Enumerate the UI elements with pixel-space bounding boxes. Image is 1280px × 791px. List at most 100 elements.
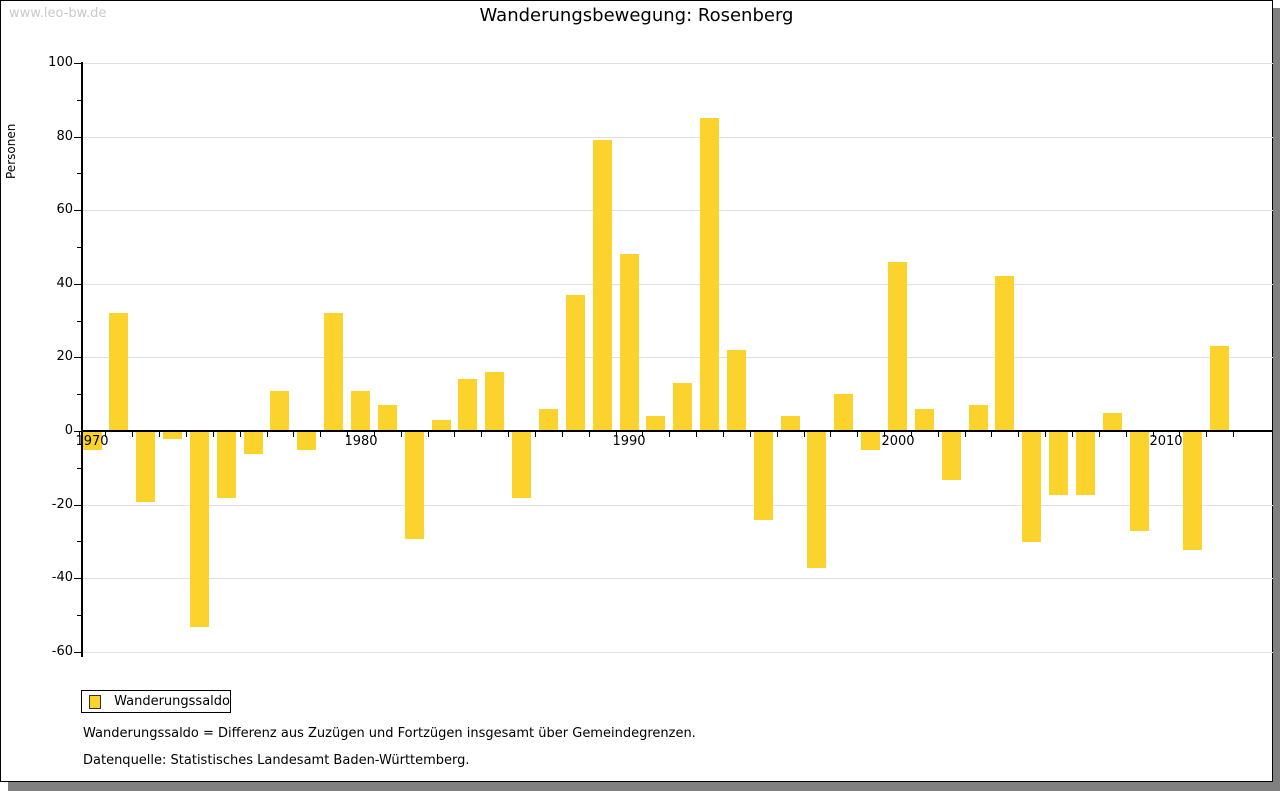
- gridline-100: [81, 63, 1273, 64]
- bar-1981: [378, 405, 397, 431]
- page-shadow-bottom: [8, 782, 1273, 791]
- footnote-source: Datenquelle: Statistisches Landesamt Bad…: [83, 753, 470, 768]
- bar-1983: [432, 420, 451, 431]
- bar-2012: [1210, 346, 1229, 431]
- x-tick-9: [320, 432, 321, 437]
- x-tick-label-1990: 1990: [612, 434, 646, 449]
- x-tick-7: [267, 432, 268, 437]
- legend-box: Wanderungssaldo: [81, 690, 231, 713]
- bar-1998: [834, 394, 853, 431]
- y-tick-10: [77, 394, 81, 395]
- bar-1977: [270, 391, 289, 431]
- x-tick-8: [293, 432, 294, 437]
- x-tick-24: [723, 432, 724, 437]
- x-tick-0: [79, 432, 80, 437]
- y-tick-0: [74, 431, 81, 432]
- y-axis-label: Personen: [4, 123, 18, 179]
- y-tick-30: [77, 321, 81, 322]
- x-tick-12: [401, 432, 402, 437]
- bar-2008: [1103, 413, 1122, 431]
- x-tick-38: [1099, 432, 1100, 437]
- x-tick-10: [347, 432, 348, 437]
- y-tick-label--60: -60: [51, 644, 73, 659]
- x-tick-27: [804, 432, 805, 437]
- bar-1991: [646, 416, 665, 431]
- bar-1984: [458, 379, 477, 431]
- bar-2000: [888, 262, 907, 431]
- x-tick-30: [884, 432, 885, 437]
- bar-1985: [485, 372, 504, 431]
- x-tick-37: [1072, 432, 1073, 437]
- x-tick-15: [481, 432, 482, 437]
- gridline-60: [81, 210, 1273, 211]
- x-tick-label-1980: 1980: [344, 434, 378, 449]
- y-tick-label-60: 60: [56, 202, 73, 217]
- bar-1993: [700, 118, 719, 431]
- x-tick-1: [105, 432, 106, 437]
- bar-1972: [136, 432, 155, 502]
- gridline--20: [81, 505, 1273, 506]
- x-tick-16: [508, 432, 509, 437]
- y-tick-20: [74, 357, 81, 358]
- bar-2007: [1076, 432, 1095, 495]
- y-tick--20: [74, 505, 81, 506]
- x-tick-6: [240, 432, 241, 437]
- x-tick-25: [750, 432, 751, 437]
- x-tick-21: [642, 432, 643, 437]
- gridline-20: [81, 357, 1273, 358]
- x-tick-33: [965, 432, 966, 437]
- x-tick-11: [374, 432, 375, 437]
- y-tick-label--20: -20: [51, 497, 73, 512]
- y-tick-label-80: 80: [56, 129, 73, 144]
- y-tick-label-0: 0: [64, 423, 73, 438]
- y-tick-40: [74, 284, 81, 285]
- bar-2005: [1022, 432, 1041, 542]
- bar-1994: [727, 350, 746, 431]
- x-tick-31: [911, 432, 912, 437]
- x-tick-29: [857, 432, 858, 437]
- bar-2009: [1130, 432, 1149, 531]
- chart-title: Wanderungsbewegung: Rosenberg: [479, 5, 794, 26]
- x-tick-3: [159, 432, 160, 437]
- bar-1992: [673, 383, 692, 431]
- gridline--60: [81, 652, 1273, 653]
- x-tick-28: [830, 432, 831, 437]
- bar-1973: [163, 432, 182, 439]
- x-tick-label-2000: 2000: [881, 434, 915, 449]
- x-tick-2: [132, 432, 133, 437]
- bar-1987: [539, 409, 558, 431]
- x-tick-43: [1233, 432, 1234, 437]
- y-axis-line: [81, 62, 83, 657]
- x-tick-36: [1045, 432, 1046, 437]
- bar-1996: [781, 416, 800, 431]
- gridline-40: [81, 284, 1273, 285]
- x-tick-42: [1206, 432, 1207, 437]
- y-tick-100: [74, 63, 81, 64]
- x-tick-40: [1153, 432, 1154, 437]
- legend-swatch-icon: [89, 694, 102, 709]
- bar-1990: [620, 254, 639, 431]
- bar-1982: [405, 432, 424, 539]
- bar-1988: [566, 295, 585, 431]
- legend-label: Wanderungssaldo: [114, 694, 230, 709]
- y-tick--40: [74, 578, 81, 579]
- bar-1976: [244, 432, 263, 454]
- y-tick--50: [77, 615, 81, 616]
- gridline--40: [81, 578, 1273, 579]
- x-tick-20: [616, 432, 617, 437]
- y-tick-80: [74, 137, 81, 138]
- x-tick-32: [938, 432, 939, 437]
- x-tick-26: [777, 432, 778, 437]
- bar-2002: [942, 432, 961, 480]
- bar-1971: [109, 313, 128, 431]
- x-tick-label-2010: 2010: [1149, 434, 1183, 449]
- y-tick-label-100: 100: [48, 55, 73, 70]
- x-tick-5: [213, 432, 214, 437]
- watermark: www.leo-bw.de: [9, 6, 107, 21]
- y-tick-70: [77, 173, 81, 174]
- x-tick-4: [186, 432, 187, 437]
- bar-1979: [324, 313, 343, 431]
- bar-2001: [915, 409, 934, 431]
